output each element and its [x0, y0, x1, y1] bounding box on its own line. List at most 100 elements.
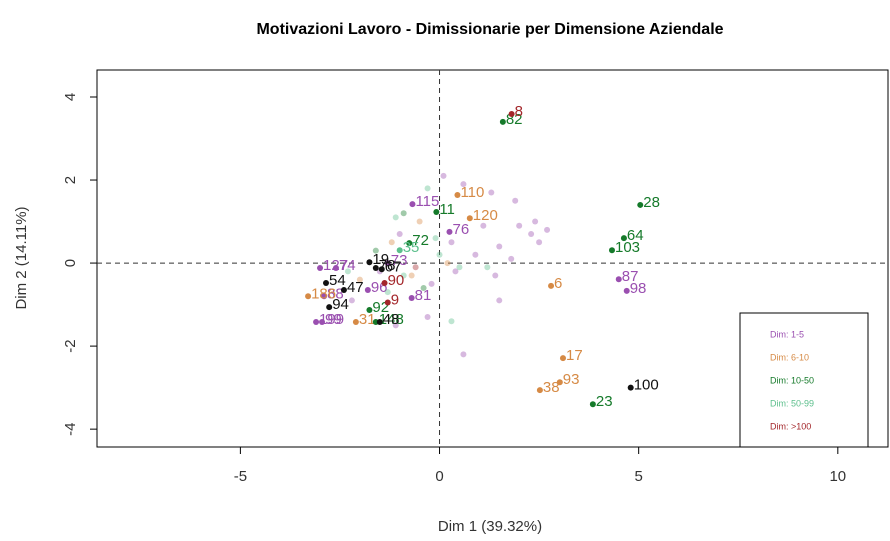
point	[627, 384, 634, 391]
y-axis-label: Dim 2 (14.11%)	[13, 206, 30, 309]
point-label: 38	[543, 379, 560, 396]
point	[384, 289, 391, 296]
point	[408, 272, 415, 279]
point	[589, 401, 596, 408]
x-tick-label: 0	[435, 468, 443, 485]
point	[536, 387, 543, 394]
point-label: 103	[615, 239, 640, 256]
point	[412, 264, 419, 271]
point	[409, 201, 416, 208]
point	[366, 306, 373, 313]
point	[544, 226, 551, 233]
point-label: 148	[379, 311, 404, 328]
point-label: 99	[325, 311, 342, 328]
point-label: 31	[359, 311, 376, 328]
point	[396, 247, 403, 254]
point	[319, 319, 326, 326]
point	[496, 243, 503, 250]
y-tick-label: 4	[62, 93, 79, 101]
point	[448, 318, 455, 325]
point	[378, 266, 385, 273]
legend-entry: Dim: 10-50	[770, 375, 814, 385]
point-label: 87	[622, 268, 639, 285]
point	[384, 260, 391, 267]
point	[436, 251, 443, 258]
point	[416, 218, 423, 225]
y-tick-label: -2	[62, 339, 79, 352]
point-label: 8	[515, 103, 523, 120]
point-label: 76	[452, 221, 469, 238]
point	[432, 235, 439, 242]
point	[559, 355, 566, 362]
point	[460, 351, 467, 358]
point	[424, 185, 431, 192]
point	[512, 197, 519, 204]
point	[317, 265, 324, 272]
point	[384, 299, 391, 306]
y-tick-label: 2	[62, 176, 79, 184]
legend-entry: Dim: 1-5	[770, 329, 804, 339]
point-label: 64	[627, 227, 644, 244]
point-label: 199	[319, 311, 344, 328]
point-label: 110	[460, 184, 484, 201]
point	[433, 208, 440, 215]
point-label: 100	[634, 377, 659, 394]
point	[623, 287, 630, 294]
x-tick-label: 5	[634, 468, 642, 485]
point	[496, 297, 503, 304]
point-label: 73	[391, 252, 408, 269]
point-label: 88	[327, 285, 344, 302]
legend-entry: Dim: 50-99	[770, 398, 814, 408]
point-label: 17	[566, 347, 583, 364]
point	[321, 293, 328, 300]
point	[326, 304, 333, 311]
point-label: 19	[372, 251, 389, 268]
legend-entry: Dim: 6-10	[770, 352, 809, 362]
point-label: 35	[403, 239, 420, 256]
legend-entry: Dim: >100	[770, 421, 811, 431]
point	[516, 222, 523, 229]
x-axis-label: Dim 1 (39.32%)	[438, 518, 542, 535]
point	[448, 239, 455, 246]
point	[348, 297, 355, 304]
point-label: 186	[311, 285, 336, 302]
point	[492, 272, 499, 279]
point	[420, 284, 427, 291]
point-label: 28	[643, 194, 660, 211]
point	[466, 215, 473, 222]
plot-frame	[96, 69, 889, 448]
point	[400, 272, 407, 279]
point	[615, 276, 622, 283]
point	[454, 191, 461, 198]
point	[372, 265, 379, 272]
point	[372, 247, 379, 254]
point-label: 98	[630, 280, 647, 297]
point-label: 94	[332, 296, 349, 313]
point-label: 11	[439, 201, 455, 218]
point	[332, 265, 339, 272]
point	[344, 268, 351, 275]
point	[408, 294, 415, 301]
point-label: 72	[412, 232, 429, 249]
chart-title: Motivazioni Lavoro - Dimissionarie per D…	[256, 21, 723, 38]
point-label: 93	[563, 371, 580, 388]
point-label: 81	[415, 287, 432, 304]
point-label: 67	[385, 258, 402, 275]
point	[488, 189, 495, 196]
point-label: 47	[347, 279, 364, 296]
x-tick-label: 10	[829, 468, 846, 485]
point-label: 9	[391, 291, 399, 308]
point	[406, 240, 413, 247]
point	[508, 111, 515, 118]
point	[428, 280, 435, 287]
point	[548, 282, 555, 289]
point-label: 120	[473, 207, 498, 224]
point	[352, 319, 359, 326]
point	[508, 255, 515, 262]
point	[528, 231, 535, 238]
point	[556, 379, 563, 386]
point	[400, 210, 407, 217]
point-label: 6	[554, 275, 562, 292]
point	[536, 239, 543, 246]
